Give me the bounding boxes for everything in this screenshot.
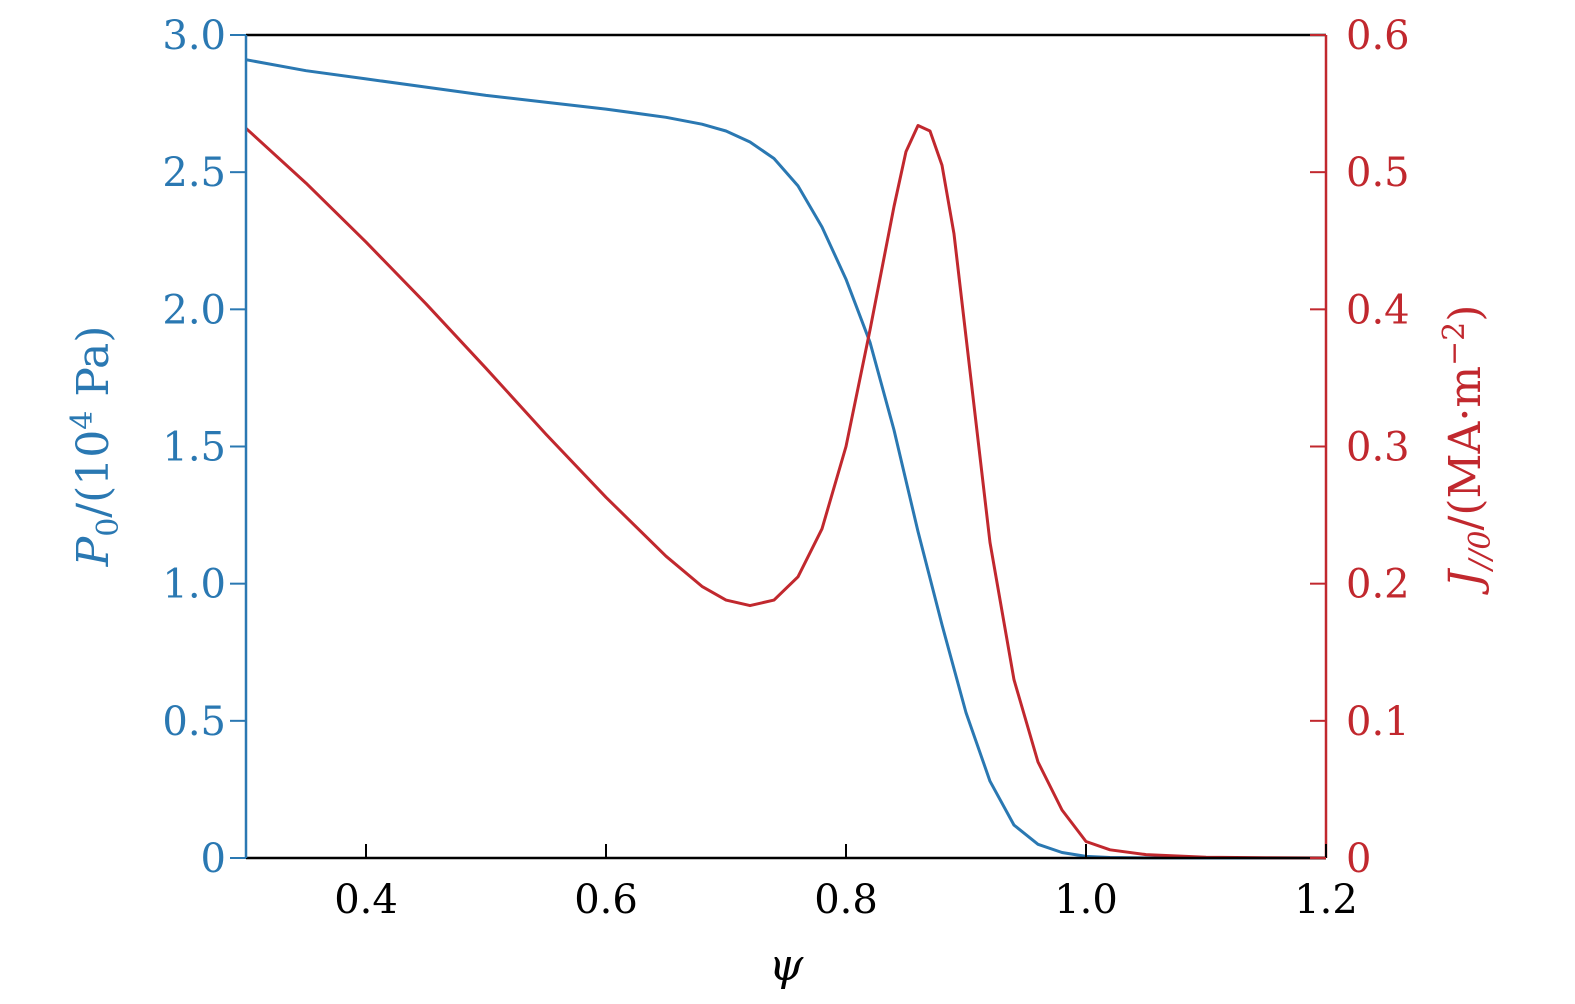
left-y-axis: 0 0.5 1.0 1.5 2.0 2.5 3.0: [162, 13, 246, 882]
left-y-label-exponent: 4: [65, 411, 100, 430]
x-axis: 0.4 0.6 0.8 1.0 1.2: [334, 844, 1358, 923]
x-axis-title: ψ: [769, 940, 804, 991]
left-y-label-symbol: P: [68, 535, 119, 567]
x-tick-label: 0.6: [574, 877, 638, 923]
right-y-label-exponent: −2: [1437, 322, 1472, 366]
x-tick-label: 1.2: [1294, 877, 1358, 923]
plot-area: [244, 33, 1328, 860]
left-y-label-unit: /(10: [68, 430, 119, 518]
right-tick-label: 0: [1346, 836, 1371, 882]
right-y-axis-title: J//0/(MA·m−2): [1437, 305, 1498, 596]
right-tick-label: 0.1: [1346, 699, 1410, 745]
x-tick-label: 1.0: [1054, 877, 1118, 923]
x-tick-label: 0.4: [334, 877, 398, 923]
left-tick-label: 0: [201, 836, 226, 882]
right-tick-label: 0.2: [1346, 562, 1410, 608]
right-tick-label: 0.3: [1346, 425, 1410, 471]
left-tick-label: 0.5: [162, 699, 226, 745]
left-y-label-subscript: 0: [91, 518, 126, 537]
right-y-axis: 0 0.1 0.2 0.3 0.4 0.5 0.6: [1310, 13, 1410, 882]
left-y-axis-title: P0/(104 Pa): [65, 326, 126, 568]
right-tick-label: 0.5: [1346, 150, 1410, 196]
right-tick-label: 0.6: [1346, 13, 1410, 59]
right-y-label-unit: /(MA·m: [1440, 366, 1491, 531]
x-tick-label: 0.8: [814, 877, 878, 923]
left-tick-label: 3.0: [162, 13, 226, 59]
left-tick-label: 1.5: [162, 425, 226, 471]
right-y-label-subscript: //0: [1463, 530, 1498, 572]
left-y-label-unit-end: Pa): [68, 326, 119, 411]
left-tick-label: 2.5: [162, 150, 226, 196]
right-tick-label: 0.4: [1346, 287, 1410, 333]
current-line: [244, 124, 1327, 860]
right-y-label-symbol: J: [1440, 567, 1491, 595]
left-tick-label: 2.0: [162, 287, 226, 333]
pressure-line: [245, 58, 1326, 860]
right-y-label-unit-end: ): [1440, 305, 1491, 322]
left-tick-label: 1.0: [162, 562, 226, 608]
